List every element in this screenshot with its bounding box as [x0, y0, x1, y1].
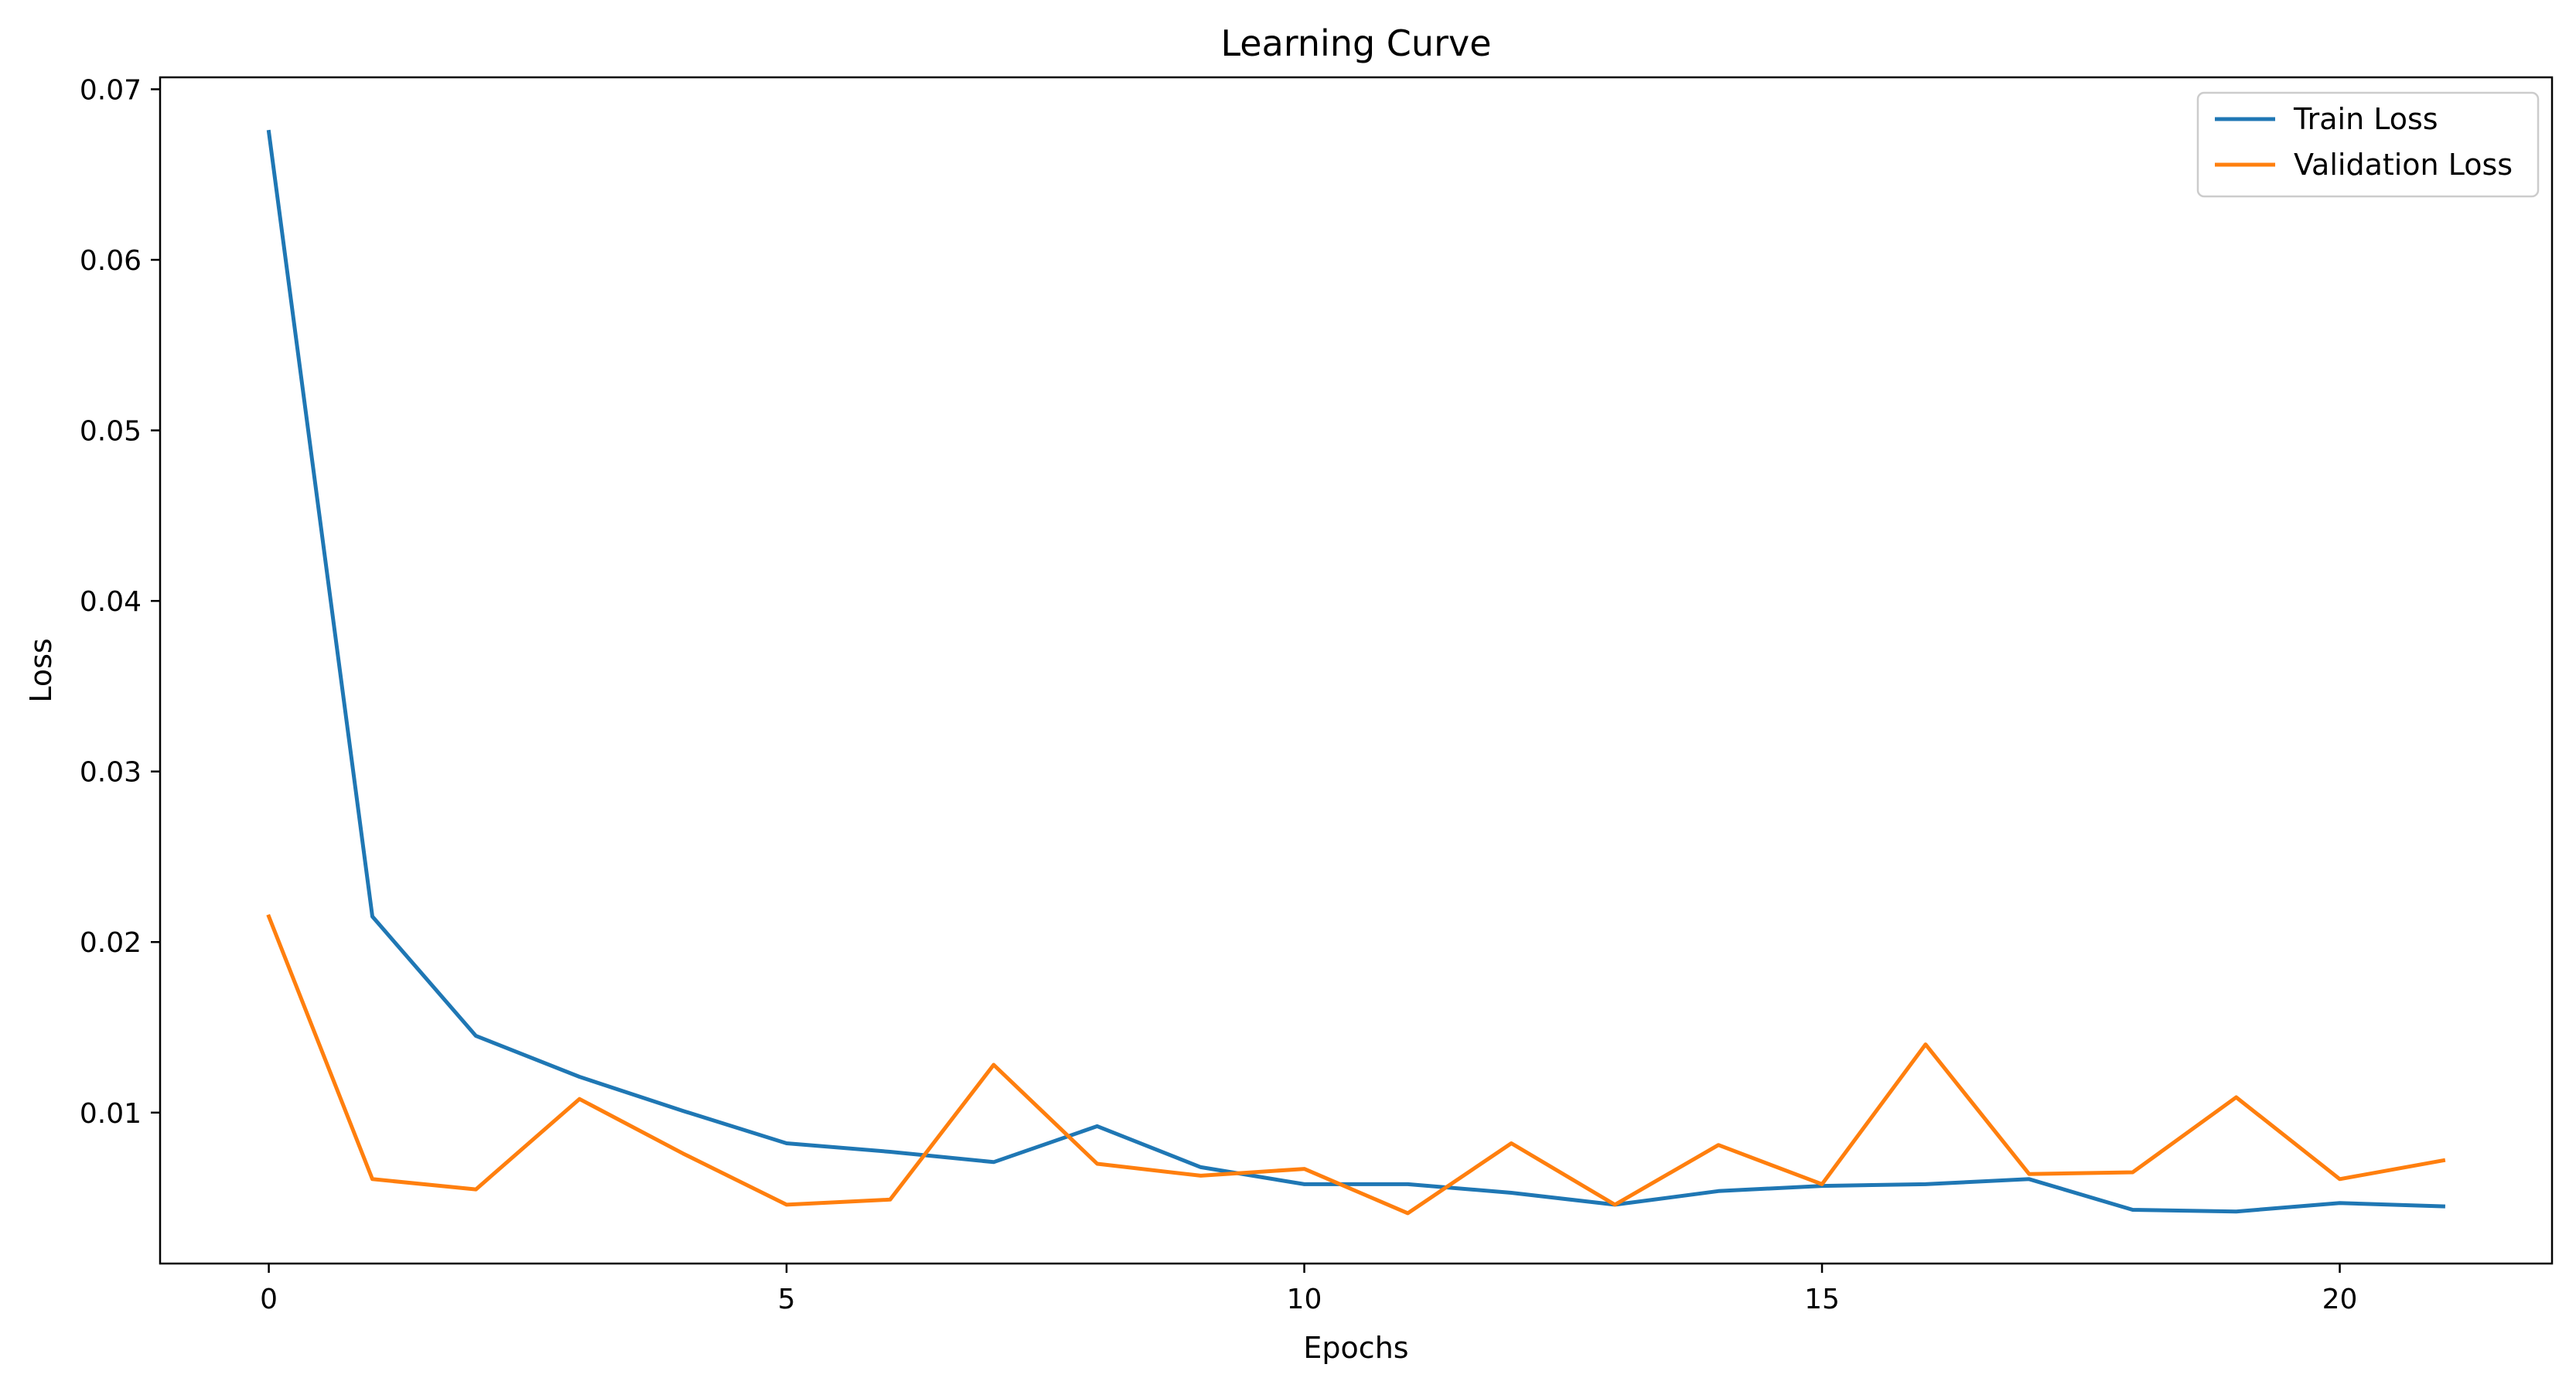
chart-title: Learning Curve — [1220, 22, 1491, 64]
legend-label-validation-loss: Validation Loss — [2294, 148, 2513, 182]
y-tick-label: 0.05 — [80, 416, 142, 448]
x-tick-label: 5 — [778, 1284, 796, 1315]
x-tick-label: 20 — [2322, 1284, 2358, 1315]
axes-layer: 0 5 10 15 20 0.01 0.02 0.03 0.04 0.05 0.06 0.07 — [80, 74, 2554, 1315]
series-layer — [266, 129, 2446, 1216]
legend-box — [2196, 91, 2540, 198]
x-tick-label: 0 — [260, 1284, 278, 1315]
x-tick-label: 10 — [1287, 1284, 1322, 1315]
x-axis-label: Epochs — [1303, 1331, 1408, 1365]
y-tick-label: 0.06 — [80, 245, 142, 277]
y-tick-label: 0.02 — [80, 927, 142, 959]
y-tick-label: 0.01 — [80, 1098, 142, 1130]
series-line-validation-loss — [266, 913, 2446, 1216]
plot-frame — [159, 76, 2554, 1265]
x-tick-label: 15 — [1804, 1284, 1840, 1315]
legend: Train Loss Validation Loss — [2196, 91, 2540, 198]
legend-label-train-loss: Train Loss — [2293, 102, 2438, 136]
y-tick-label: 0.03 — [80, 757, 142, 789]
y-tick-label: 0.04 — [80, 586, 142, 618]
y-tick-label: 0.07 — [80, 74, 142, 106]
series-line-train-loss — [266, 129, 2445, 1214]
y-axis-label: Loss — [24, 638, 58, 702]
